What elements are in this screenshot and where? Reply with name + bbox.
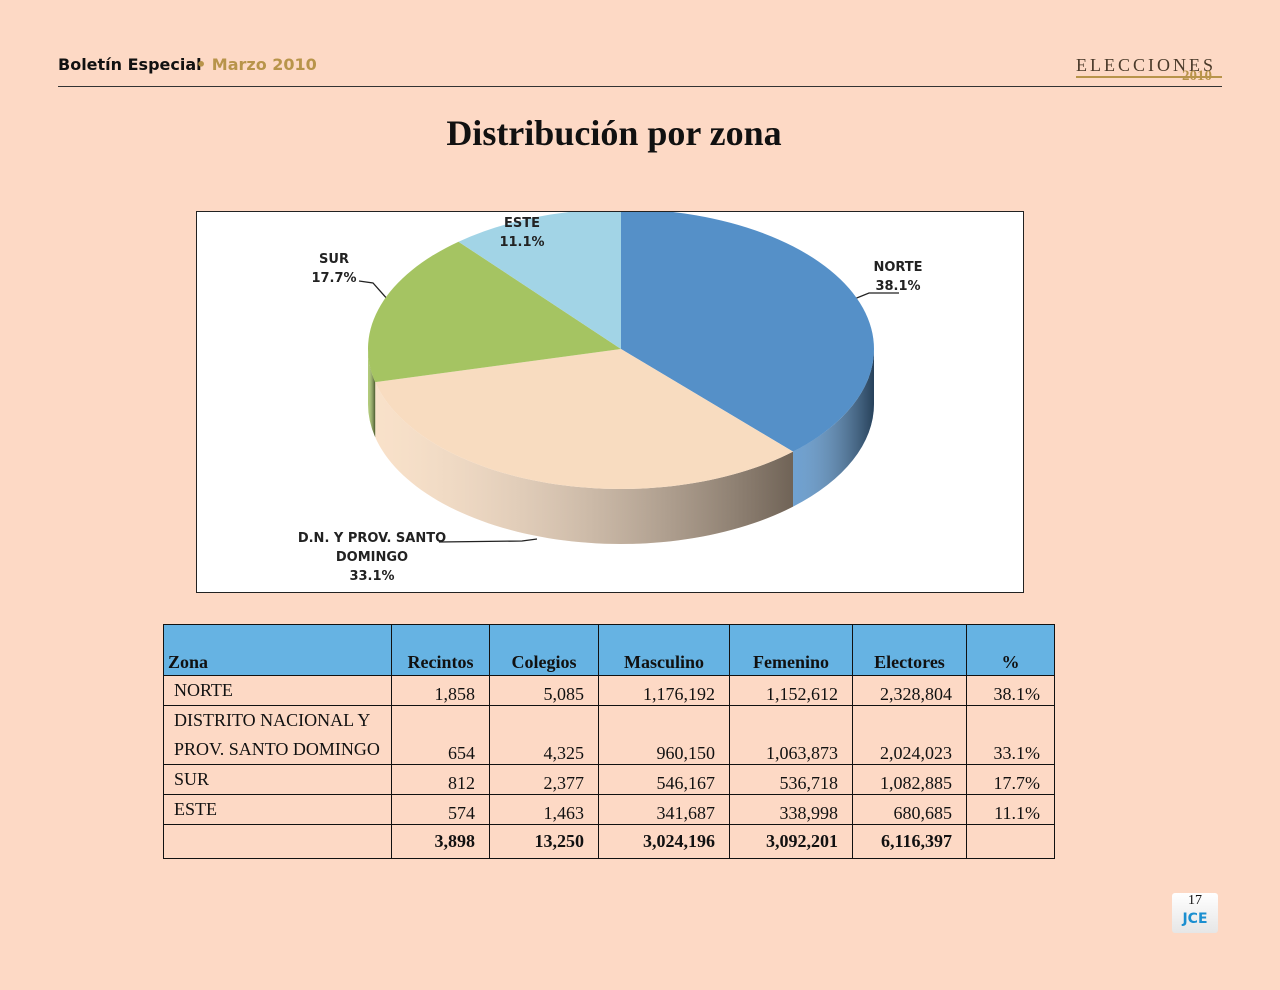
total-cell: 13,250 (489, 824, 599, 859)
slice-label: D.N. Y PROV. SANTO DOMINGO 33.1% (292, 529, 452, 586)
data-table: Zona Recintos Colegios Masculino Femenino Ele… (163, 624, 1055, 859)
column-header: Masculino (598, 624, 730, 676)
table-cell: 11.1% (966, 794, 1055, 825)
table-cell: 2,024,023 (852, 705, 967, 765)
footer-logo: JCE (1182, 911, 1208, 927)
date: • Marzo 2010 (196, 55, 317, 74)
total-cell: 3,898 (391, 824, 490, 859)
logo-year: 2010 (1182, 68, 1212, 84)
table-cell: 812 (391, 764, 490, 795)
totals-row: 3,898 13,250 3,024,196 3,092,201 6,116,397 (163, 824, 1055, 859)
category-label: NORTE (873, 260, 923, 275)
table-cell: 1,082,885 (852, 764, 967, 795)
logo-title: ELECCIONES (1076, 55, 1216, 75)
table-row: DISTRITO NACIONAL Y PROV. SANTO DOMINGO 6… (163, 705, 1055, 765)
table-row: ESTE 574 1,463 341,687 338,998 680,685 11.1% (163, 794, 1055, 825)
column-header: Femenino (729, 624, 853, 676)
value-label: 33.1% (349, 569, 395, 584)
chart-box (196, 209, 1024, 593)
slice (458, 209, 621, 349)
column-header: Colegios (489, 624, 599, 676)
pie-chart (358, 209, 899, 544)
slice-label: NORTE 38.1% (858, 258, 938, 296)
slice (368, 241, 621, 383)
table-cell: 1,152,612 (729, 675, 853, 706)
table-cell: 17.7% (966, 764, 1055, 795)
slice (375, 349, 794, 490)
table-cell: 4,325 (489, 705, 599, 765)
table-cell: 2,328,804 (852, 675, 967, 706)
table-cell: 5,085 (489, 675, 599, 706)
table-row: SUR 812 2,377 546,167 536,718 1,082,885 17.7% (163, 764, 1055, 795)
header-row: Zona Recintos Colegios Masculino Femenino Ele… (163, 624, 1055, 676)
column-header: Recintos (391, 624, 490, 676)
slice-side-shade (375, 382, 794, 544)
table-cell: 1,463 (489, 794, 599, 825)
total-cell: 3,092,201 (729, 824, 853, 859)
table-cell: ESTE (163, 794, 392, 825)
category-label: ESTE (504, 216, 540, 231)
table-cell: 1,858 (391, 675, 490, 706)
table-cell: 960,150 (598, 705, 730, 765)
slice-side-shade (368, 349, 376, 438)
value-label: 17.7% (311, 271, 357, 286)
value-label: 38.1% (875, 279, 921, 294)
table-cell: SUR (163, 764, 392, 795)
table-cell: 33.1% (966, 705, 1055, 765)
category-label: D.N. Y PROV. SANTO DOMINGO (297, 531, 447, 565)
category-label: SUR (319, 252, 349, 267)
table-cell: NORTE (163, 675, 392, 706)
table-cell: 654 (391, 705, 490, 765)
column-header: Electores (852, 624, 967, 676)
column-header: Zona (163, 624, 392, 676)
table-cell: 338,998 (729, 794, 853, 825)
table-cell: 341,687 (598, 794, 730, 825)
column-header: % (966, 624, 1055, 676)
total-cell: 6,116,397 (852, 824, 967, 859)
page-number: 17 (1188, 893, 1202, 908)
table-row: NORTE 1,858 5,085 1,176,192 1,152,612 2,328,8… (163, 675, 1055, 706)
page-title: Distribución por zona (446, 113, 782, 153)
slice-label: SUR 17.7% (294, 250, 374, 288)
value-label: 11.1% (499, 235, 545, 250)
table-cell: 536,718 (729, 764, 853, 795)
logo-line (1076, 76, 1222, 78)
empty-cell (163, 824, 392, 859)
slice-side-shade (793, 349, 874, 507)
table-cell: 680,685 (852, 794, 967, 825)
table-cell: 1,176,192 (598, 675, 730, 706)
table-cell: DISTRITO NACIONAL Y PROV. SANTO DOMINGO (163, 705, 392, 765)
total-cell: 3,024,196 (598, 824, 730, 859)
table-cell: 574 (391, 794, 490, 825)
page-badge: 17 JCE (1172, 893, 1218, 933)
publication: Boletín Especial (58, 55, 202, 74)
table-cell: 2,377 (489, 764, 599, 795)
header-rule (58, 86, 1222, 87)
table-cell: 38.1% (966, 675, 1055, 706)
table-cell: 1,063,873 (729, 705, 853, 765)
slice (621, 209, 875, 452)
empty-cell (966, 824, 1055, 859)
table-cell: 546,167 (598, 764, 730, 795)
slice-label: ESTE 11.1% (482, 214, 562, 252)
